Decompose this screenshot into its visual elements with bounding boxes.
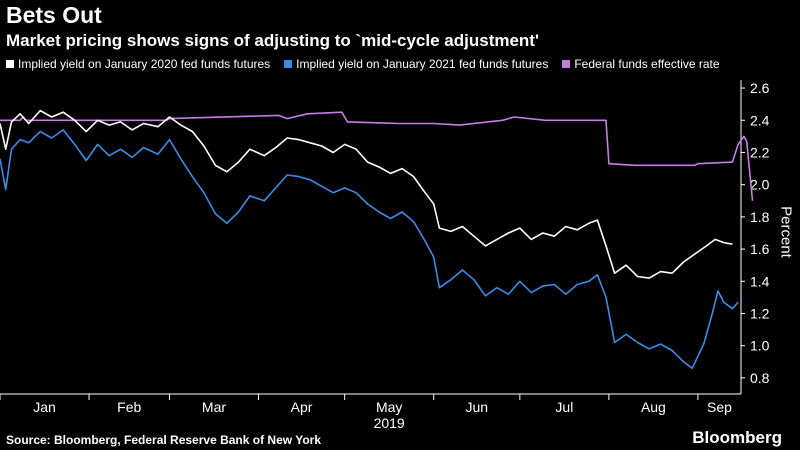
x-tick-label: Jan — [33, 399, 56, 415]
y-tick-label: 2.0 — [750, 177, 770, 193]
legend-label: Federal funds effective rate — [574, 57, 720, 71]
y-tick-label: 1.2 — [750, 305, 770, 321]
x-tick-label: Jun — [465, 399, 488, 415]
bloomberg-logo: Bloomberg — [692, 428, 782, 447]
chart-legend: Implied yield on January 2020 fed funds … — [6, 57, 720, 71]
y-tick-label: 2.4 — [750, 112, 770, 128]
series-line-2 — [0, 111, 754, 201]
y-tick-label: 1.4 — [750, 273, 770, 289]
x-tick-label: Jul — [555, 399, 573, 415]
y-tick-label: 1.8 — [750, 209, 770, 225]
x-tick-label: Feb — [117, 399, 141, 415]
y-axis-label: Percent — [777, 206, 795, 258]
y-tick-label: 2.2 — [750, 144, 770, 160]
legend-swatch — [284, 60, 293, 68]
x-tick-label: Apr — [291, 399, 313, 415]
legend-swatch — [562, 60, 571, 68]
legend-item-jan-2020-futures: Implied yield on January 2020 fed funds … — [6, 57, 270, 71]
x-tick-label: Mar — [202, 399, 226, 415]
y-tick-label: 2.6 — [750, 80, 770, 96]
x-axis-year-label: 2019 — [374, 415, 405, 431]
y-tick-label: 1.0 — [750, 338, 770, 354]
legend-item-jan-2021-futures: Implied yield on January 2021 fed funds … — [284, 57, 548, 71]
y-tick-label: 0.8 — [750, 370, 770, 386]
legend-item-fed-funds-rate: Federal funds effective rate — [562, 57, 720, 71]
x-tick-label: May — [376, 399, 402, 415]
x-tick-label: Sep — [707, 399, 732, 415]
y-tick-label: 1.6 — [750, 241, 770, 257]
source-note: Source: Bloomberg, Federal Reserve Bank … — [6, 433, 321, 447]
x-tick-label: Aug — [641, 399, 666, 415]
legend-label: Implied yield on January 2021 fed funds … — [296, 57, 549, 71]
series-line-1 — [0, 129, 739, 370]
legend-label: Implied yield on January 2020 fed funds … — [18, 57, 271, 71]
series-line-0 — [0, 109, 733, 279]
chart-title: Bets Out — [6, 2, 102, 28]
legend-swatch — [6, 60, 14, 68]
chart-subtitle: Market pricing shows signs of adjusting … — [6, 31, 540, 50]
